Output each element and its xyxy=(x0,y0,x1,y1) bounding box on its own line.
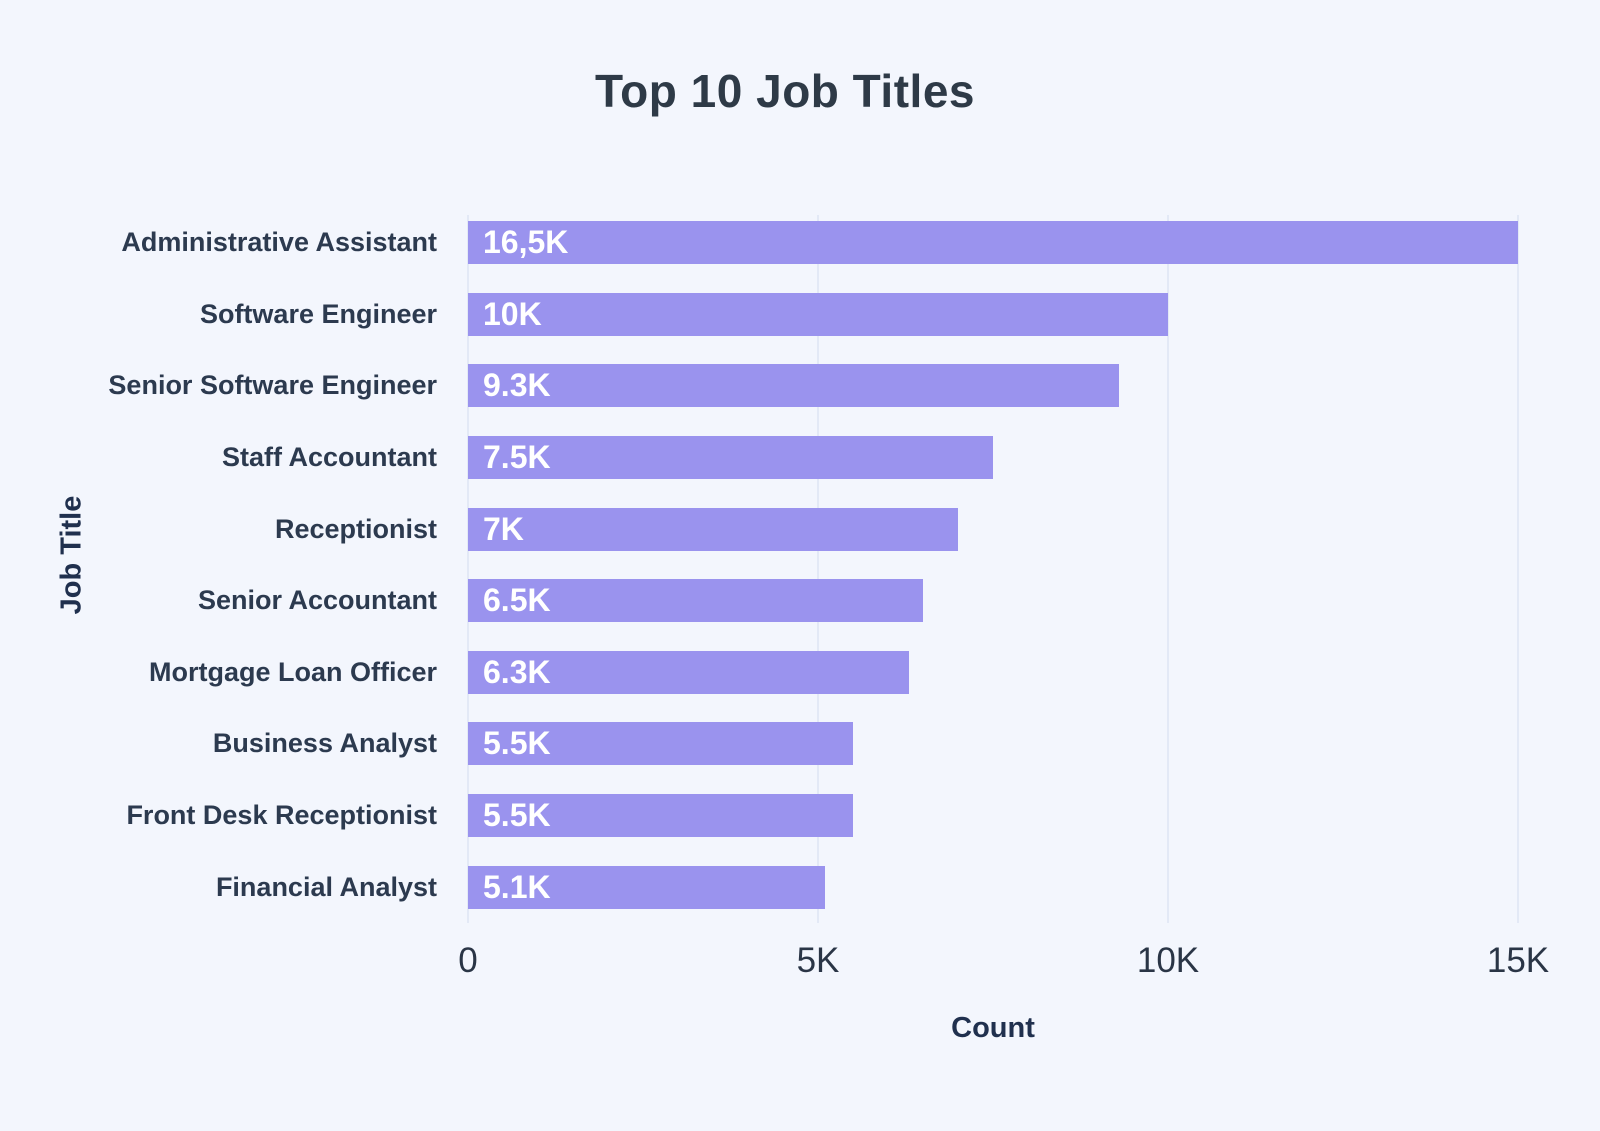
x-tick-15k: 15K xyxy=(1486,941,1550,980)
bar-value-label: 5.5K xyxy=(483,797,551,834)
bar-value-label: 6.3K xyxy=(483,653,551,690)
bar-front-desk-receptionist: 5.5K xyxy=(468,794,853,838)
bar-value-label: 5.1K xyxy=(483,868,551,905)
bar-value-label: 7K xyxy=(483,510,524,547)
bar-value-label: 7.5K xyxy=(483,439,551,476)
bar-value-label: 5.5K xyxy=(483,725,551,762)
bar-administrative-assistant: 16,5K xyxy=(468,221,1518,265)
x-tick-5k: 5K xyxy=(796,941,840,980)
bar-value-label: 16,5K xyxy=(483,224,569,261)
category-label: Senior Accountant xyxy=(197,585,437,616)
category-label: Front Desk Receptionist xyxy=(126,800,437,831)
category-label: Receptionist xyxy=(274,513,437,544)
bar-receptionist: 7K xyxy=(468,507,958,551)
bar-value-label: 9.3K xyxy=(483,367,551,404)
x-tick-10k: 10K xyxy=(1136,941,1200,980)
bar-row: 6.3K xyxy=(468,637,1518,709)
category-label: Staff Accountant xyxy=(222,442,437,473)
category-label: Software Engineer xyxy=(199,298,437,329)
bar-row: 9.3K xyxy=(468,350,1518,422)
bar-mortgage-loan-officer: 6.3K xyxy=(468,650,909,694)
bar-row: 7.5K xyxy=(468,422,1518,494)
x-axis: 0 5K 10K 15K xyxy=(458,941,1549,991)
category-label: Mortgage Loan Officer xyxy=(148,656,437,687)
bar-senior-accountant: 6.5K xyxy=(468,579,923,623)
bar-senior-software-engineer: 9.3K xyxy=(468,364,1119,408)
x-tick-0: 0 xyxy=(458,941,478,980)
bar-row: 5.5K xyxy=(468,780,1518,852)
x-axis-title: Count xyxy=(951,1012,1035,1044)
category-axis: Administrative Assistant Software Engine… xyxy=(0,207,437,923)
bar-value-label: 6.5K xyxy=(483,582,551,619)
category-label: Senior Software Engineer xyxy=(108,370,437,401)
plot-area: 16,5K 10K 9.3K 7.5K 7K 6.5K 6.3K 5.5K 5.… xyxy=(467,207,1519,923)
chart-title: Top 10 Job Titles xyxy=(595,65,975,117)
bar-row: 16,5K xyxy=(468,207,1518,279)
gridline-5k xyxy=(816,215,819,923)
gridline-15k xyxy=(1517,215,1519,923)
category-label: Business Analyst xyxy=(212,728,437,759)
bar-row: 7K xyxy=(468,493,1518,565)
gridline-10k xyxy=(1167,215,1169,923)
gridline-0 xyxy=(467,215,469,923)
category-label: Administrative Assistant xyxy=(121,227,437,258)
bar-row: 6.5K xyxy=(468,565,1518,637)
bar-row: 10K xyxy=(468,279,1518,351)
bar-staff-accountant: 7.5K xyxy=(468,436,993,480)
bar-financial-analyst: 5.1K xyxy=(468,865,825,909)
bar-row: 5.5K xyxy=(468,708,1518,780)
bar-software-engineer: 10K xyxy=(468,292,1168,336)
category-label: Financial Analyst xyxy=(215,871,437,902)
bar-row: 5.1K xyxy=(468,851,1518,923)
bar-value-label: 10K xyxy=(483,295,542,332)
bar-business-analyst: 5.5K xyxy=(468,722,853,766)
